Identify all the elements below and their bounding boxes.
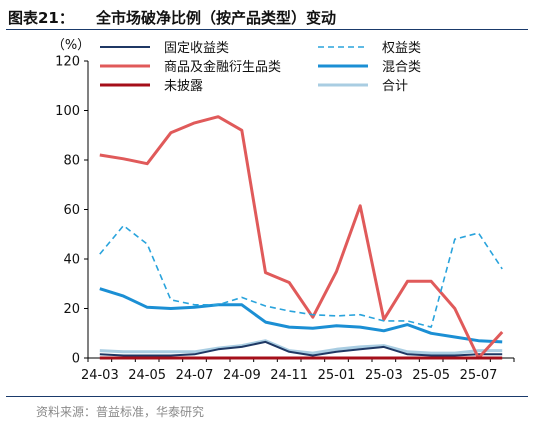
- x-tick-label: 24-11: [270, 368, 308, 383]
- source-text: 资料来源：普益标准，华泰研究: [36, 405, 205, 419]
- legend-label-total: 合计: [382, 79, 408, 94]
- line-chart: （%） 0 20 40 60 80 100 120 24-03 24-05 24-07 24-09 24…: [52, 38, 515, 383]
- series-line-equity: [99, 224, 503, 328]
- x-tick-label: 24-07: [176, 368, 214, 383]
- y-unit-label: （%）: [52, 38, 90, 53]
- legend-label-mixed: 混合类: [382, 60, 421, 75]
- x-tick-label: 24-03: [81, 368, 119, 383]
- x-tick-label: 25-01: [318, 368, 356, 383]
- series-line-mixed: [99, 287, 503, 344]
- figure-header: 图表21： 全市场破净比例（按产品类型）变动: [6, 5, 528, 30]
- series-line-total: [99, 339, 503, 355]
- y-tick-label: 20: [63, 302, 80, 317]
- legend-label-equity: 权益类: [382, 40, 421, 56]
- y-tick-label: 0: [72, 352, 80, 367]
- legend-label-commodity: 商品及金融衍生品类: [164, 59, 281, 75]
- legend-label-fixed-income: 固定收益类: [164, 41, 229, 56]
- y-tick-label: 40: [63, 253, 80, 268]
- x-tick-label: 25-07: [460, 368, 498, 383]
- series-line-fixed-income: [99, 340, 503, 357]
- y-tick-label: 100: [55, 104, 80, 119]
- source-footer: 资料来源：普益标准，华泰研究: [6, 396, 528, 419]
- y-tick-label: 120: [55, 55, 80, 70]
- figure-label: 图表21：: [8, 9, 74, 27]
- y-tick-label: 60: [63, 203, 80, 218]
- x-tick-label: 24-05: [128, 368, 166, 383]
- legend-label-undisclosed: 未披露: [164, 79, 203, 94]
- x-tick-label: 25-03: [365, 368, 403, 383]
- y-tick-label: 80: [63, 154, 80, 169]
- x-tick-label: 25-05: [412, 368, 450, 383]
- x-tick-label: 24-09: [223, 368, 261, 383]
- figure-title: 全市场破净比例（按产品类型）变动: [96, 9, 337, 27]
- series-line-commodity: [99, 115, 504, 360]
